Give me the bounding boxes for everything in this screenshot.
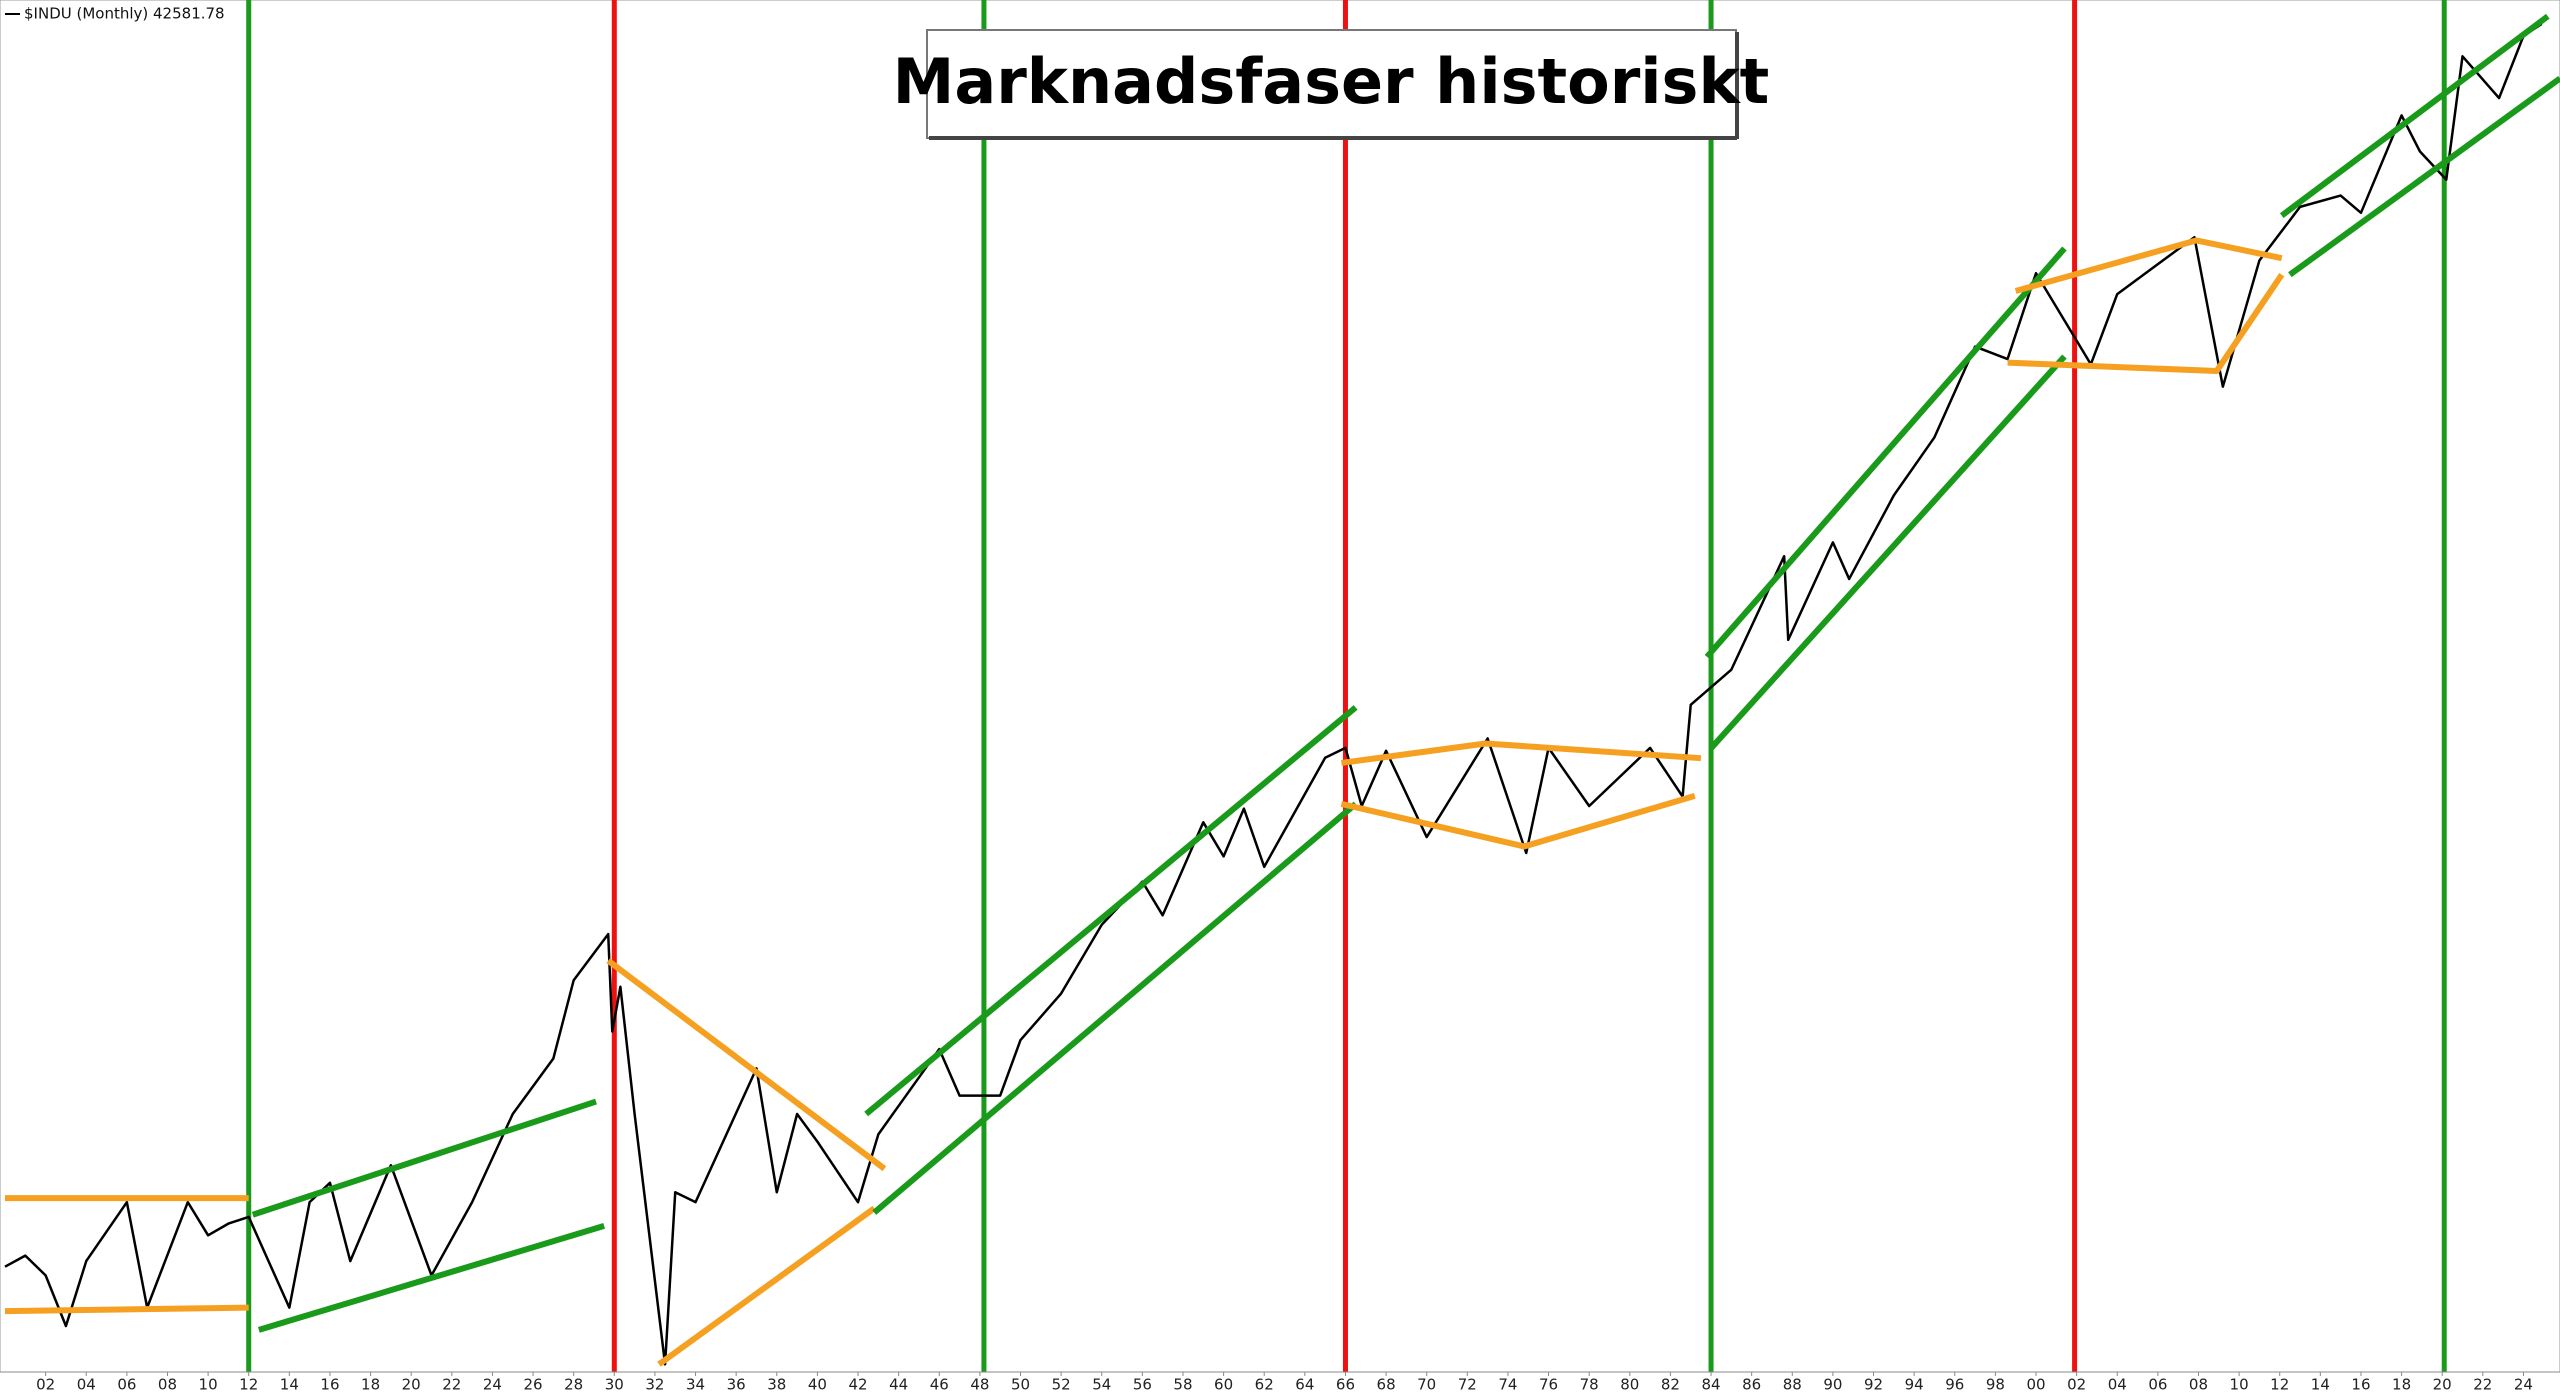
trend-line (2288, 76, 2560, 278)
trend-line (1340, 740, 1702, 766)
x-tick-label: 20 (402, 1376, 421, 1393)
x-tick-label: 02 (36, 1376, 55, 1393)
trend-line (606, 958, 887, 1172)
x-tick-label: 60 (1214, 1376, 1233, 1393)
x-tick-label: 50 (1011, 1376, 1030, 1393)
x-tick-label: 02 (2067, 1376, 2086, 1393)
x-tick-label: 10 (2230, 1376, 2249, 1393)
x-tick-label: 42 (848, 1376, 867, 1393)
x-tick-label: 06 (117, 1376, 136, 1393)
x-tick-label: 00 (2026, 1376, 2045, 1393)
x-tick-label: 68 (1377, 1376, 1396, 1393)
x-tick-label: 16 (320, 1376, 339, 1393)
x-tick-label: 58 (1173, 1376, 1192, 1393)
x-tick-label: 04 (2108, 1376, 2127, 1393)
x-tick-label: 98 (1986, 1376, 2005, 1393)
x-tick-label: 72 (1458, 1376, 1477, 1393)
x-tick-label: 56 (1133, 1376, 1152, 1393)
x-tick-label: 74 (1498, 1376, 1517, 1393)
x-tick-label: 08 (2189, 1376, 2208, 1393)
x-tick-label: 46 (930, 1376, 949, 1393)
x-tick-label: 82 (1661, 1376, 1680, 1393)
x-tick-label: 10 (199, 1376, 218, 1393)
price-line (4, 22, 2543, 1366)
x-tick-label: 34 (686, 1376, 705, 1393)
x-tick-label: 14 (280, 1376, 299, 1393)
x-axis: 02 04 06 08 10 12 14 16 18 20 22 24 26 28 30 32 34 36 38 40… (0, 1371, 2560, 1393)
x-tick-label: 14 (2311, 1376, 2330, 1393)
x-tick-label: 40 (808, 1376, 827, 1393)
x-tick-label: 44 (889, 1376, 908, 1393)
x-tick-label: 88 (1783, 1376, 1802, 1393)
trend-line (1708, 354, 2067, 751)
x-tick-label: 18 (2392, 1376, 2411, 1393)
x-tick-label: 84 (1701, 1376, 1720, 1393)
trend-line (4, 1304, 249, 1315)
x-tick-label: 76 (1539, 1376, 1558, 1393)
title-box (926, 29, 1737, 139)
x-tick-label: 06 (2148, 1376, 2167, 1393)
trend-lines (4, 13, 2560, 1367)
x-tick-label: 78 (1580, 1376, 1599, 1393)
trend-line (864, 705, 1358, 1117)
x-tick-label: 32 (645, 1376, 664, 1393)
trend-line (657, 1205, 877, 1367)
x-tick-label: 28 (564, 1376, 583, 1393)
x-tick-label: 90 (1823, 1376, 1842, 1393)
x-tick-label: 80 (1620, 1376, 1639, 1393)
x-tick-label: 30 (605, 1376, 624, 1393)
trend-line (258, 1223, 606, 1333)
trend-line (2007, 273, 2285, 374)
x-tick-label: 38 (767, 1376, 786, 1393)
chart-title: Marknadsfaser historiskt (893, 45, 1770, 118)
x-tick-label: 92 (1864, 1376, 1883, 1393)
x-tick-label: 64 (1295, 1376, 1314, 1393)
x-tick-label: 96 (1945, 1376, 1964, 1393)
x-tick-label: 08 (158, 1376, 177, 1393)
trend-line (872, 801, 1358, 1215)
x-tick-label: 22 (442, 1376, 461, 1393)
price-layer (4, 22, 2543, 1366)
x-tick-label: 66 (1336, 1376, 1355, 1393)
x-tick-label: 24 (2514, 1376, 2533, 1393)
trend-line (251, 1098, 597, 1218)
x-tick-label: 54 (1092, 1376, 1111, 1393)
x-tick-label: 94 (1905, 1376, 1924, 1393)
x-tick-label: 12 (2270, 1376, 2289, 1393)
x-tick-label: 48 (970, 1376, 989, 1393)
x-tick-label: 52 (1052, 1376, 1071, 1393)
x-tick-label: 22 (2473, 1376, 2492, 1393)
trend-line (1704, 246, 2067, 659)
x-tick-label: 86 (1742, 1376, 1761, 1393)
x-tick-label: 62 (1255, 1376, 1274, 1393)
x-tick-label: 04 (77, 1376, 96, 1393)
legend-label: $INDU (Monthly) 42581.78 (24, 5, 225, 23)
x-tick-label: 24 (483, 1376, 502, 1393)
trend-line (1340, 792, 1696, 850)
x-tick-label: 18 (361, 1376, 380, 1393)
trend-line (2014, 237, 2283, 294)
trend-line (2279, 13, 2550, 219)
x-tick-label: 36 (727, 1376, 746, 1393)
x-tick-label: 26 (524, 1376, 543, 1393)
x-tick-label: 16 (2351, 1376, 2370, 1393)
x-tick-label: 20 (2433, 1376, 2452, 1393)
x-tick-label: 70 (1417, 1376, 1436, 1393)
x-tick-label: 12 (239, 1376, 258, 1393)
